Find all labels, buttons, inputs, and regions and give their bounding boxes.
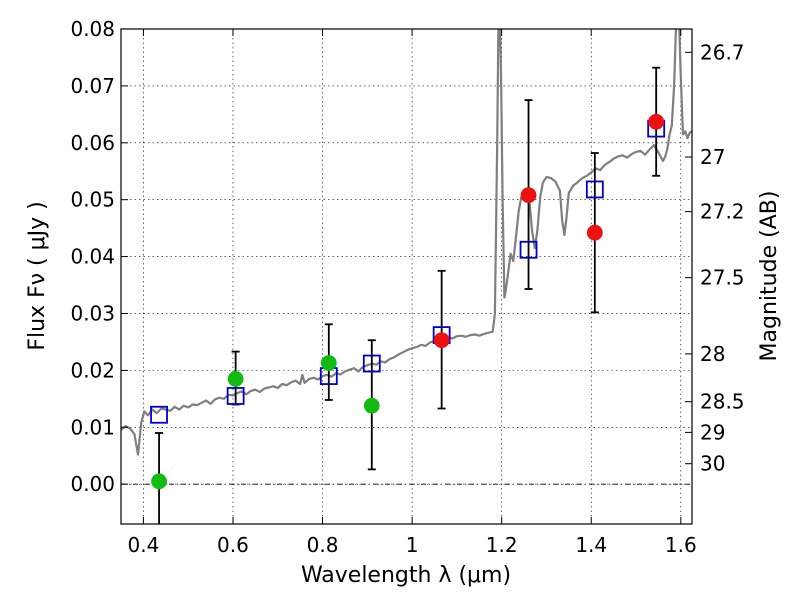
model-photometry-square — [585, 180, 604, 199]
x-tick-label: 1.6 — [665, 533, 697, 557]
y-tick-label: 0.05 — [70, 188, 115, 212]
grid — [121, 28, 692, 524]
magnitude-tick-label: 26.7 — [700, 40, 745, 64]
x-tick-labels: 0.4 0.6 0.8 1 1.2 1.4 1.6 — [127, 533, 696, 557]
magnitude-tick-label: 27.5 — [700, 266, 745, 290]
y-axis-label: Flux Fν ( μJy ) — [25, 201, 50, 350]
observed-flux-point — [227, 371, 244, 387]
y-tick-label: 0.00 — [70, 472, 115, 496]
model-photometry-square — [150, 405, 168, 424]
marker-layer — [150, 113, 666, 490]
observed-flux-point — [363, 397, 380, 414]
y-tick-label: 0.04 — [70, 245, 115, 269]
plot-frame — [120, 28, 693, 525]
magnitude-tick-label: 28.5 — [700, 390, 745, 414]
y-tick-label: 0.08 — [70, 17, 115, 41]
magnitude-tick-label: 27 — [700, 145, 725, 169]
magnitude-tick-label: 30 — [700, 452, 725, 476]
y-tick-label: 0.06 — [70, 131, 115, 155]
model-photometry-square — [519, 240, 538, 259]
y-tick-label: 0.03 — [70, 301, 115, 325]
y-tick-labels: 0.00 0.01 0.02 0.03 0.04 0.05 0.06 0.07 0.08 — [70, 17, 115, 496]
magnitude-tick-label: 27.2 — [700, 200, 745, 224]
magnitude-tick-label: 29 — [700, 420, 725, 444]
observed-flux-point — [320, 355, 337, 371]
y-tick-label: 0.01 — [70, 415, 115, 439]
magnitude-tick-labels: 26.7 27 27.2 27.5 28 28.5 29 30 — [700, 40, 745, 475]
observed-flux-point — [151, 473, 167, 490]
magnitude-tick-label: 28 — [700, 342, 725, 366]
x-tick-label: 1 — [406, 533, 419, 557]
x-tick-label: 1.2 — [486, 533, 518, 557]
x-axis-label: Wavelength λ (μm) — [301, 563, 511, 588]
observed-flux-point — [520, 187, 537, 204]
x-tick-label: 0.4 — [127, 533, 159, 557]
observed-flux-point — [433, 332, 450, 349]
observed-flux-point — [648, 113, 665, 130]
model-photometry-square — [226, 387, 245, 405]
x-tick-label: 0.6 — [217, 533, 249, 557]
model-spectrum-line — [121, 29, 692, 456]
x-tick-label: 0.8 — [307, 533, 339, 557]
y-tick-label: 0.07 — [70, 74, 115, 98]
y2-axis-label: Magnitude (AB) — [757, 191, 782, 362]
x-tick-label: 1.4 — [575, 533, 607, 557]
y-tick-label: 0.02 — [70, 358, 115, 382]
errorbar-layer — [155, 66, 661, 524]
model-photometry-square — [362, 354, 381, 373]
observed-flux-point — [586, 224, 603, 241]
axis-ticks — [121, 28, 692, 524]
model-spectrum-layer — [121, 29, 692, 456]
